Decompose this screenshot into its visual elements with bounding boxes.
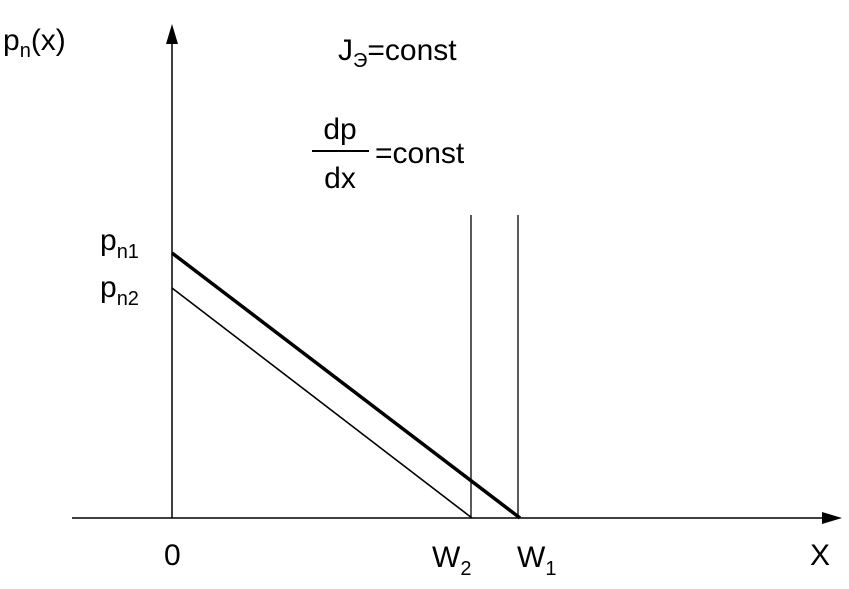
gradient-annotation: dp dx =const: [312, 113, 465, 195]
pn2-label: pn2: [100, 271, 139, 310]
w2-label: W2: [432, 541, 471, 580]
profile-line-pn1: [170, 251, 522, 520]
profile-line-pn2: [171, 287, 473, 519]
x-axis-arrowhead: [822, 512, 842, 524]
axes: [72, 24, 842, 524]
gradient-numerator: dp: [323, 113, 356, 146]
gradient-rest: =const: [375, 137, 465, 170]
current-annotation: JЭ=const: [338, 34, 457, 72]
x-axis-label: X: [810, 539, 830, 572]
pn1-label: pn1: [100, 224, 139, 263]
y-axis-arrowhead: [166, 24, 178, 44]
origin-label: 0: [164, 539, 181, 572]
gradient-denominator: dx: [324, 162, 356, 195]
w1-label: W1: [517, 541, 556, 580]
y-axis-label: pn(x): [3, 24, 66, 62]
